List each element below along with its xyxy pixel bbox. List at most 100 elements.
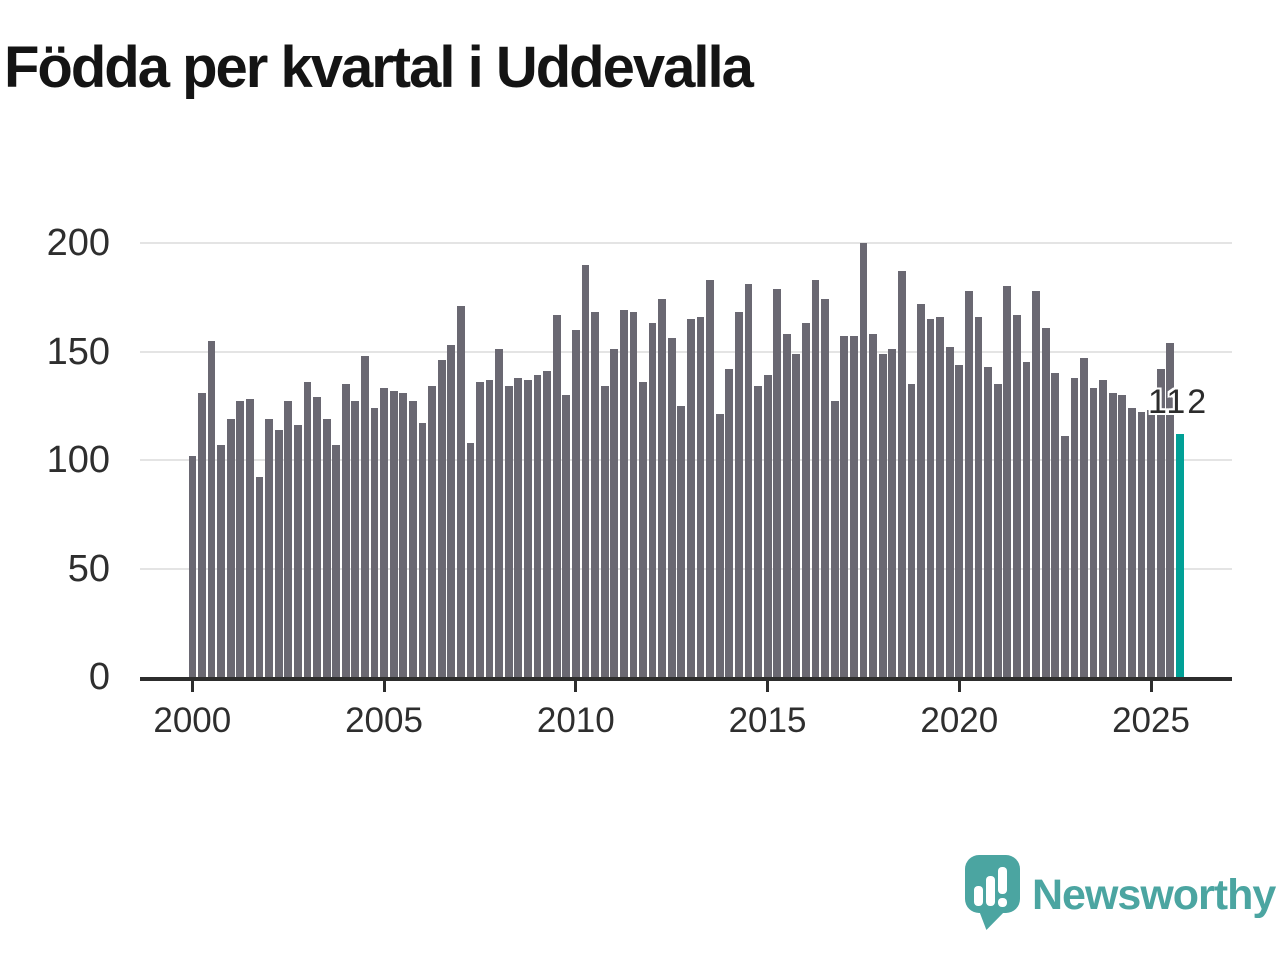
bar bbox=[715, 414, 724, 677]
bar bbox=[830, 401, 839, 677]
bar bbox=[917, 303, 925, 677]
bar bbox=[725, 368, 734, 677]
bar bbox=[380, 388, 389, 677]
bar bbox=[351, 401, 360, 677]
bar bbox=[821, 299, 830, 677]
bar bbox=[361, 355, 369, 677]
bar bbox=[1041, 327, 1050, 677]
bar bbox=[428, 386, 436, 677]
bar bbox=[974, 316, 983, 677]
x-axis-tick bbox=[957, 677, 961, 692]
bar bbox=[658, 299, 667, 677]
highlight-value-label: 112 bbox=[1148, 383, 1209, 421]
bar bbox=[802, 323, 810, 677]
bar bbox=[1137, 412, 1146, 677]
x-axis-line bbox=[140, 677, 1232, 681]
bar bbox=[1051, 373, 1060, 677]
bar bbox=[341, 384, 350, 677]
bar bbox=[552, 314, 561, 677]
bar bbox=[1099, 379, 1108, 677]
bar bbox=[571, 329, 580, 677]
x-axis-tick bbox=[766, 677, 769, 692]
bar bbox=[495, 349, 504, 677]
bar bbox=[418, 423, 427, 677]
logo-exclamation-dot bbox=[998, 898, 1007, 907]
bar bbox=[687, 318, 695, 677]
bar bbox=[389, 390, 398, 677]
bar bbox=[322, 418, 331, 677]
bar bbox=[370, 407, 379, 677]
y-axis-label: 100 bbox=[46, 439, 110, 481]
bar bbox=[840, 336, 849, 677]
bar bbox=[293, 425, 302, 677]
gridline-100 bbox=[140, 459, 1232, 461]
bar bbox=[1022, 362, 1031, 677]
logo-exclamation-bar bbox=[998, 867, 1007, 894]
logo-text: Newsworthy bbox=[1032, 871, 1276, 919]
x-axis-label: 2015 bbox=[728, 701, 807, 740]
bar bbox=[504, 386, 513, 677]
bar bbox=[773, 288, 782, 677]
bar bbox=[936, 316, 945, 677]
logo-bar-tall bbox=[986, 876, 995, 906]
bar bbox=[533, 375, 542, 677]
bar bbox=[667, 338, 676, 677]
logo-bar-short bbox=[974, 886, 983, 906]
bar bbox=[198, 392, 206, 677]
bar bbox=[811, 279, 820, 677]
x-axis-tick bbox=[190, 677, 194, 692]
bar bbox=[265, 418, 273, 677]
bar bbox=[313, 397, 321, 677]
bar bbox=[485, 379, 494, 677]
x-axis-label: 2000 bbox=[153, 701, 232, 740]
bar bbox=[850, 336, 858, 677]
bar bbox=[1118, 394, 1127, 677]
bar bbox=[1156, 368, 1165, 677]
bar bbox=[955, 364, 964, 677]
chart-title: Födda per kvartal i Uddevalla bbox=[4, 35, 754, 100]
bar bbox=[629, 312, 638, 677]
bar bbox=[1032, 290, 1040, 677]
bar bbox=[965, 290, 973, 677]
bar bbox=[562, 394, 571, 677]
bar bbox=[639, 381, 647, 677]
x-axis-tick bbox=[1149, 677, 1153, 692]
x-axis-tick bbox=[382, 677, 386, 692]
bar bbox=[993, 384, 1002, 677]
bar bbox=[1003, 286, 1012, 677]
bar bbox=[1080, 358, 1088, 677]
x-axis-label: 2010 bbox=[536, 701, 615, 740]
bar bbox=[754, 386, 762, 677]
bar bbox=[706, 279, 714, 677]
bar bbox=[399, 392, 408, 677]
gridline-150 bbox=[140, 350, 1232, 353]
gridline-50 bbox=[140, 567, 1232, 570]
x-axis-tick bbox=[574, 677, 578, 692]
bar bbox=[696, 316, 705, 677]
bar bbox=[255, 477, 264, 677]
bar bbox=[763, 375, 772, 677]
bar bbox=[744, 284, 753, 677]
x-axis-label: 2025 bbox=[1112, 701, 1190, 740]
bar bbox=[581, 264, 590, 677]
bar bbox=[456, 305, 465, 677]
bar bbox=[1089, 388, 1098, 677]
bar-highlighted bbox=[1175, 433, 1184, 677]
bar bbox=[1128, 407, 1136, 677]
bar bbox=[226, 418, 235, 677]
bar bbox=[591, 312, 599, 677]
y-axis-label: 200 bbox=[46, 222, 110, 264]
bar bbox=[274, 429, 283, 677]
bar bbox=[1108, 392, 1117, 677]
bar bbox=[677, 405, 686, 677]
bar bbox=[945, 347, 954, 677]
bar bbox=[524, 379, 532, 677]
bar bbox=[207, 340, 216, 677]
bar bbox=[792, 353, 801, 677]
bar bbox=[907, 384, 916, 677]
bar bbox=[897, 271, 906, 677]
bar bbox=[984, 366, 993, 677]
bar bbox=[888, 349, 897, 677]
bar bbox=[303, 381, 312, 677]
